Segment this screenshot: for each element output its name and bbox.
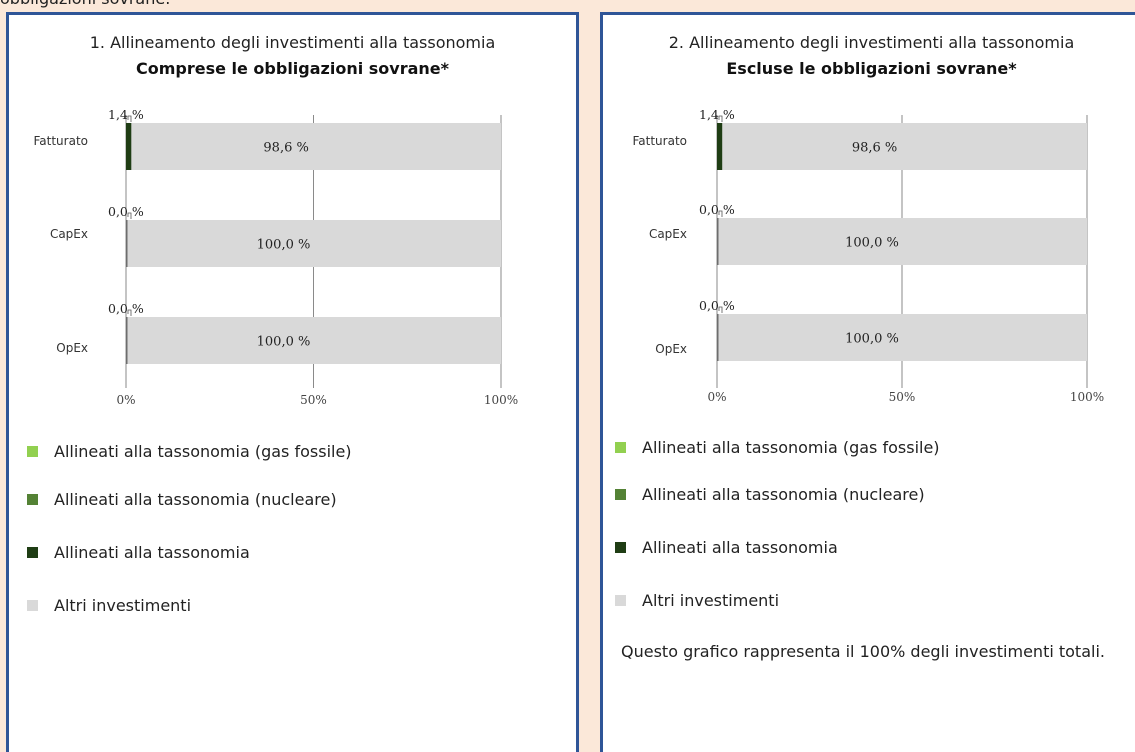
legend-label: Allineati alla tassonomia — [642, 538, 838, 557]
bar-aligned-sliver — [126, 123, 132, 170]
legend-swatch-icon — [615, 542, 626, 553]
legend-label: Allineati alla tassonomia (gas fossile) — [642, 438, 940, 457]
legend-swatch-icon — [27, 446, 38, 457]
legend-item: Allineati alla tassonomia — [615, 538, 838, 557]
chart-1-title: 1. Allineamento degli investimenti alla … — [89, 33, 496, 52]
x-tick-label: 100% — [484, 393, 518, 407]
bar-aligned-sliver — [126, 317, 128, 364]
data-label-aligned: 0,0 % — [108, 204, 144, 219]
data-label-other: 98,6 % — [263, 141, 308, 156]
category-label: OpEx — [655, 342, 687, 356]
data-label-other: 100,0 % — [257, 238, 311, 253]
category-label: CapEx — [50, 227, 88, 241]
legend-label: Allineati alla tassonomia (gas fossile) — [54, 442, 352, 461]
legend-swatch-icon — [615, 442, 626, 453]
legend-item: Allineati alla tassonomia (gas fossile) — [27, 442, 352, 461]
bar-aligned-sliver — [717, 314, 719, 361]
legend-label: Altri investimenti — [54, 596, 192, 615]
bar-other — [131, 123, 501, 170]
legend-label: Allineati alla tassonomia (nucleare) — [54, 490, 337, 509]
top-text-fragment: obbligazioni sovrane. — [0, 0, 170, 8]
bar-other — [717, 218, 1087, 265]
legend-item: Allineati alla tassonomia — [27, 543, 250, 562]
label-leader — [127, 115, 132, 122]
data-label-other: 100,0 % — [257, 335, 311, 350]
category-label: Fatturato — [632, 134, 687, 148]
category-label: CapEx — [649, 227, 687, 241]
legend-swatch-icon — [27, 494, 38, 505]
chart-note: Questo grafico rappresenta il 100% degli… — [621, 642, 1105, 661]
legend-item: Altri investimenti — [27, 596, 191, 615]
label-leader — [127, 309, 132, 316]
legend-item: Allineati alla tassonomia (nucleare) — [615, 485, 925, 504]
label-leader — [718, 306, 723, 313]
data-label-aligned: 1,4 % — [699, 107, 735, 122]
data-label-other: 100,0 % — [845, 332, 899, 347]
chart-1-subtitle: Comprese le obbligazioni sovrane* — [135, 59, 450, 78]
x-tick-label: 0% — [707, 390, 726, 404]
legend-swatch-icon — [615, 489, 626, 500]
label-leader — [718, 210, 723, 217]
data-label-other: 98,6 % — [852, 141, 897, 156]
category-label: OpEx — [56, 341, 88, 355]
bar-other — [722, 123, 1087, 170]
data-label-aligned: 0,0 % — [699, 202, 735, 217]
label-leader — [718, 115, 723, 122]
data-label-other: 100,0 % — [845, 236, 899, 251]
legend-swatch-icon — [615, 595, 626, 606]
data-label-aligned: 1,4 % — [108, 107, 144, 122]
bar-other — [126, 317, 501, 364]
legend-item: Allineati alla tassonomia (nucleare) — [27, 490, 337, 509]
legend-label: Altri investimenti — [642, 591, 780, 610]
data-label-aligned: 0,0 % — [108, 301, 144, 316]
data-label-aligned: 0,0 % — [699, 298, 735, 313]
bar-other — [717, 314, 1087, 361]
x-tick-label: 50% — [300, 393, 327, 407]
category-label: Fatturato — [33, 134, 88, 148]
chart-2-title: 2. Allineamento degli investimenti alla … — [668, 33, 1075, 52]
label-leader — [127, 212, 132, 219]
bar-aligned-sliver — [717, 123, 723, 170]
legend-item: Allineati alla tassonomia (gas fossile) — [615, 438, 940, 457]
x-tick-label: 50% — [889, 390, 916, 404]
x-tick-label: 0% — [116, 393, 135, 407]
x-tick-label: 100% — [1070, 390, 1104, 404]
legend-label: Allineati alla tassonomia — [54, 543, 250, 562]
legend-swatch-icon — [27, 600, 38, 611]
bar-other — [126, 220, 501, 267]
bar-aligned-sliver — [126, 220, 128, 267]
legend-label: Allineati alla tassonomia (nucleare) — [642, 485, 925, 504]
chart-panel-2: 2. Allineamento degli investimenti alla … — [600, 12, 1135, 752]
legend-item: Altri investimenti — [615, 591, 779, 610]
panel-2-border — [600, 15, 603, 752]
chart-2-svg: 0% 50% 100% 1,4 % 98,6 % Fatturato 0,0 % 100,0 … — [632, 107, 1104, 404]
chart-2-subtitle: Escluse le obbligazioni sovrane* — [726, 59, 1017, 78]
chart-1-svg: 0% 50% 100% 1,4 % 98,6 % Fatturato 0,0 % 100,0 … — [33, 107, 518, 407]
chart-panel-1: 1. Allineamento degli investimenti alla … — [6, 12, 579, 752]
bar-aligned-sliver — [717, 218, 719, 265]
legend-swatch-icon — [27, 547, 38, 558]
